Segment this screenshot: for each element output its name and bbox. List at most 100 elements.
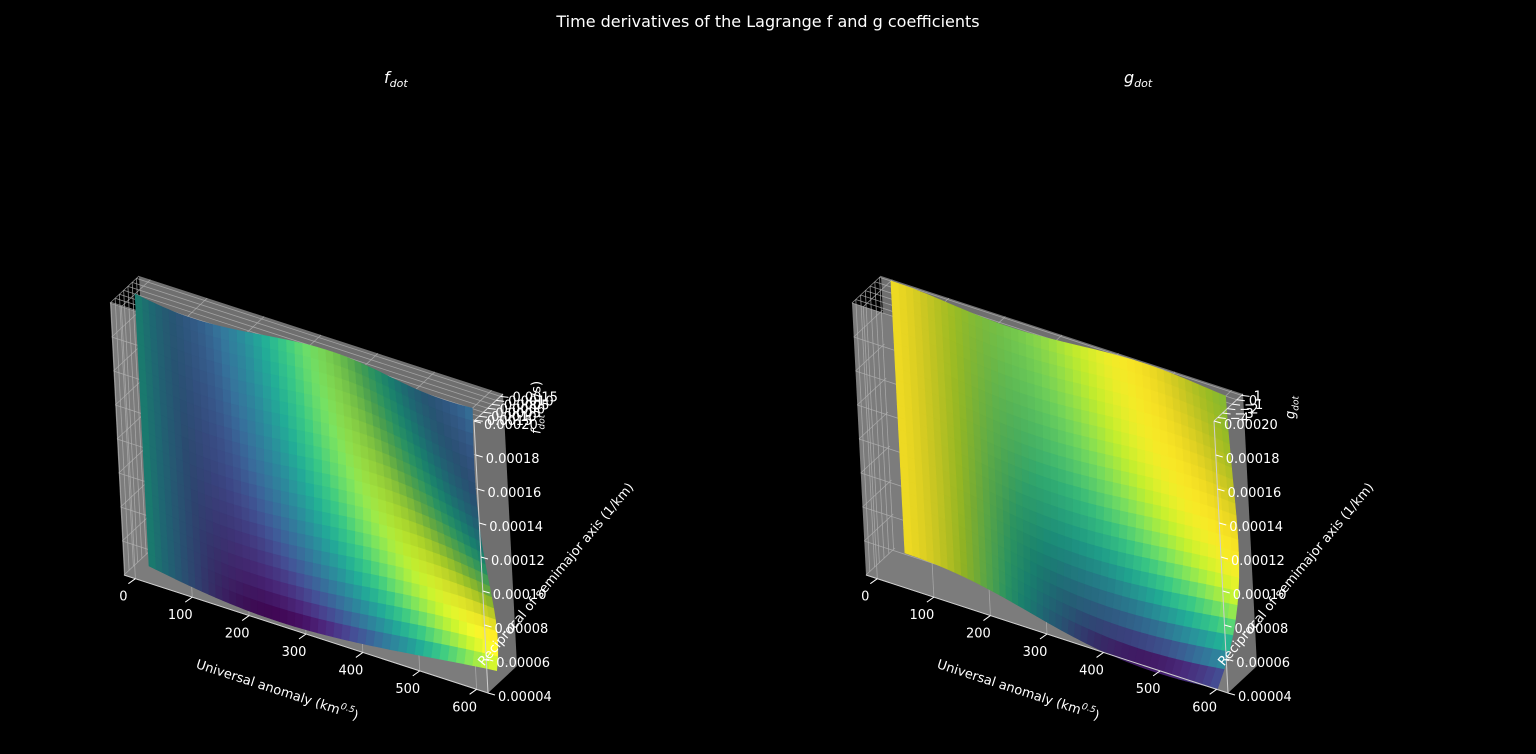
surface-facet: [354, 518, 364, 534]
surface-facet: [256, 536, 266, 553]
surface-facet: [418, 597, 428, 614]
surface-facet: [244, 356, 255, 372]
surface-facet: [329, 487, 339, 503]
surface-facet: [335, 581, 346, 598]
surface-facet: [361, 494, 371, 510]
surface-facet: [313, 510, 323, 526]
surface-facet: [219, 326, 230, 342]
surface-facet: [261, 359, 271, 375]
z-tick-label: 0.0010: [508, 394, 554, 409]
surface-facet: [1094, 518, 1104, 535]
surface-facet: [1057, 429, 1066, 446]
x-tick-label: 400: [1079, 663, 1104, 678]
surface-facet: [263, 448, 273, 464]
surface-facet: [1079, 500, 1089, 517]
surface-facet: [377, 589, 387, 606]
surface-facet: [344, 452, 354, 469]
surface-facet: [269, 361, 280, 377]
surface-facet: [1144, 489, 1154, 505]
surface-facet: [1144, 450, 1154, 466]
surface-facet: [1221, 573, 1232, 590]
surface-facet: [1104, 402, 1114, 418]
surface-facet: [332, 622, 343, 640]
z-tick-mark: [487, 407, 496, 410]
surface-facet: [237, 380, 247, 396]
surface-facet: [1088, 411, 1098, 427]
surface-facet: [222, 401, 232, 417]
surface-facet: [1135, 410, 1145, 426]
surface-facet: [466, 622, 475, 638]
surface-facet: [304, 444, 314, 460]
surface-facet: [1087, 360, 1097, 376]
surface-facet: [367, 601, 378, 618]
surface-facet: [1127, 382, 1137, 399]
surface-facet: [280, 503, 290, 519]
surface-facet: [272, 540, 281, 557]
surface-facet: [1056, 403, 1066, 420]
surface-facet: [1096, 452, 1106, 468]
surface-facet: [1197, 568, 1208, 585]
surface-facet: [295, 559, 305, 575]
surface-facet: [253, 383, 264, 399]
surface-facet: [279, 594, 288, 612]
surface-facet: [229, 365, 239, 381]
surface-facet: [1215, 545, 1224, 562]
surface-facet: [1128, 446, 1138, 462]
surface-facet: [271, 476, 281, 492]
surface-facet: [271, 424, 281, 440]
surface-facet: [228, 590, 237, 607]
surface-facet: [378, 523, 388, 540]
surface-facet: [1112, 417, 1122, 433]
surface-facet: [312, 549, 322, 566]
surface-facet: [310, 357, 320, 373]
surface-facet: [1071, 525, 1081, 542]
surface-facet: [321, 460, 331, 476]
z-tick-mark: [500, 395, 509, 398]
surface-facet: [1079, 358, 1089, 374]
surface-facet: [304, 521, 314, 537]
surface-facet: [932, 550, 941, 567]
surface-facet: [1088, 424, 1098, 440]
surface-facet: [1064, 392, 1074, 409]
z-tick-label: −1: [1244, 398, 1263, 413]
y-tick-mark: [1226, 658, 1234, 662]
surface-facet: [1071, 356, 1081, 372]
surface-facet: [288, 544, 297, 560]
surface-facet: [337, 541, 347, 557]
surface-facet: [1173, 549, 1184, 566]
surface-facet: [1136, 461, 1146, 477]
surface-facet: [1120, 457, 1130, 474]
surface-facet: [418, 571, 428, 588]
surface-facet: [1144, 476, 1154, 492]
surface-facet: [1072, 485, 1081, 502]
surface-facet: [1159, 519, 1169, 536]
surface-facet: [328, 552, 339, 569]
surface-facet: [279, 426, 289, 442]
surface-facet: [1175, 522, 1185, 539]
surface-facet: [1093, 545, 1103, 562]
surface-facet: [1112, 429, 1122, 446]
surface-facet: [1064, 367, 1074, 383]
surface-facet: [402, 555, 412, 571]
surface-facet: [1222, 560, 1232, 577]
surface-facet: [264, 577, 273, 594]
surface-facet: [1150, 530, 1161, 548]
surface-facet: [1095, 504, 1105, 521]
surface-facet: [221, 363, 231, 379]
surface-facet: [1056, 378, 1066, 394]
surface-facet: [337, 554, 347, 570]
surface-facet: [1064, 496, 1074, 513]
surface-facet: [1057, 442, 1066, 459]
surface-facet: [1107, 563, 1117, 581]
surface-facet: [320, 537, 331, 554]
surface-facet: [337, 463, 347, 479]
x-tick-mark: [128, 578, 136, 585]
surface-facet: [1183, 537, 1193, 554]
surface-facet: [1049, 388, 1058, 405]
axis-line: [1213, 393, 1244, 422]
surface-facet: [1032, 333, 1042, 350]
surface-facet: [222, 388, 232, 405]
surface-facet: [1199, 515, 1209, 532]
surface-facet: [1199, 541, 1209, 558]
surface-facet: [325, 606, 336, 624]
